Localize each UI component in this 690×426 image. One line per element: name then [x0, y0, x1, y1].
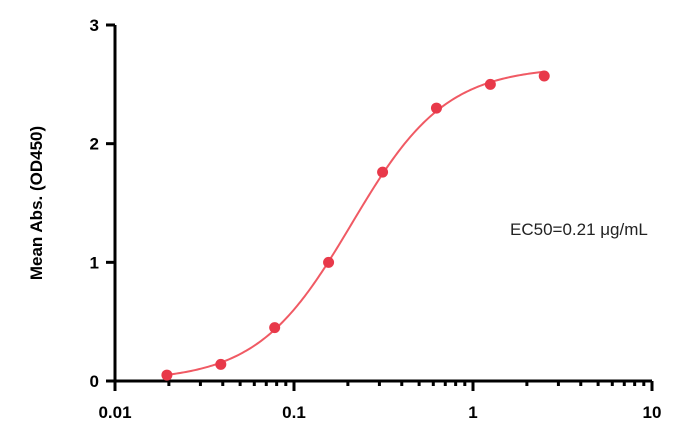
data-point — [215, 358, 227, 370]
x-tick-label: 0.1 — [282, 403, 306, 422]
y-tick-label: 3 — [90, 16, 99, 35]
ec50-annotation: EC50=0.21 μg/mL — [510, 220, 648, 239]
y-axis-title: Mean Abs. (OD450) — [27, 126, 46, 280]
data-points — [161, 70, 550, 381]
data-point — [323, 256, 335, 268]
fit-curve — [166, 70, 545, 376]
x-axis: 0.01 0.1 1 10 — [98, 379, 662, 422]
y-tick-label: 2 — [90, 135, 99, 154]
data-point — [269, 322, 281, 334]
y-tick-label: 1 — [90, 253, 99, 272]
data-point — [161, 369, 173, 381]
x-tick-label: 1 — [468, 403, 477, 422]
data-point — [430, 102, 442, 114]
data-point — [484, 78, 496, 90]
x-tick-label: 0.01 — [98, 403, 131, 422]
y-tick-label: 0 — [90, 372, 99, 391]
x-tick-label: 10 — [643, 403, 662, 422]
y-axis: 0 1 2 3 — [90, 16, 117, 391]
data-point — [377, 166, 389, 178]
data-point — [538, 70, 550, 82]
